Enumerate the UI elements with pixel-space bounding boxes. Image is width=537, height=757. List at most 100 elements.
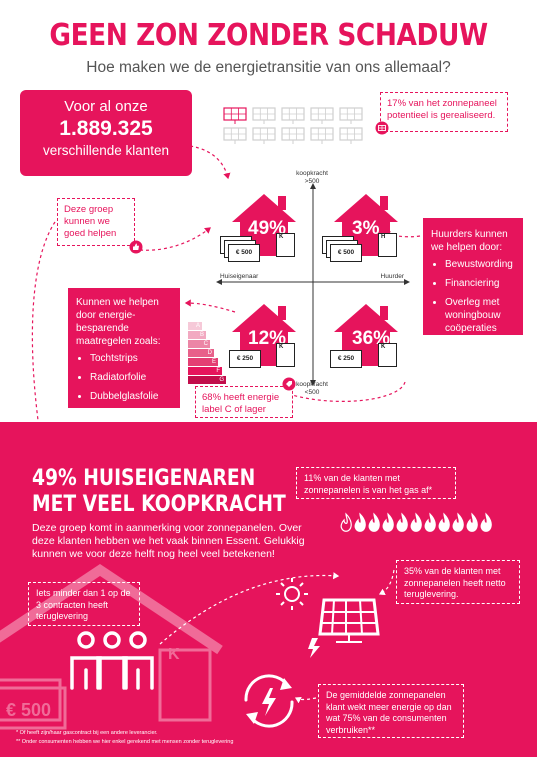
section-title: 49% HUISEIGENAREN MET VEEL KOOPKRACHT bbox=[32, 466, 286, 518]
flame-icon bbox=[438, 512, 450, 532]
energy-production-text: De gemiddelde zonnepanelen klant wekt me… bbox=[326, 690, 452, 735]
people-icon bbox=[70, 631, 154, 690]
bill-stack-renter-high: € 500 bbox=[322, 236, 362, 262]
flame-icon bbox=[480, 512, 492, 532]
background-doc-letter: K bbox=[168, 646, 180, 663]
list-item: Financiering bbox=[445, 277, 515, 290]
solar-panel-icon bbox=[281, 107, 305, 124]
solar-panel-icon bbox=[339, 127, 363, 144]
page-subtitle: Hoe maken we de energietransitie van ons… bbox=[86, 59, 451, 76]
bill-label: € 500 bbox=[228, 244, 260, 262]
list-item: Tochtstrips bbox=[90, 352, 172, 365]
solar-panel-icon bbox=[281, 127, 305, 144]
clients-box: Voor al onze 1.889.325 verschillende kla… bbox=[20, 90, 192, 176]
section-body: Deze groep komt in aanmerking voor zonne… bbox=[32, 522, 305, 560]
energy-label-g: G bbox=[188, 376, 226, 384]
sun-solar-panel-icon bbox=[276, 578, 380, 658]
document-icon: H bbox=[378, 233, 397, 257]
help-group-text: Deze groep kunnen we goed helpen bbox=[64, 204, 117, 239]
clients-line3: verschillende klanten bbox=[42, 143, 170, 158]
list-item: Dubbelglasfolie bbox=[90, 390, 172, 403]
flame-icon bbox=[466, 512, 478, 532]
energy-label-c: C bbox=[188, 340, 210, 348]
flame-icon bbox=[354, 512, 366, 532]
net-return-text: 35% van de klanten met zonnepanelen heef… bbox=[404, 566, 506, 599]
doc-letter: K bbox=[279, 344, 284, 350]
axis-label-right: Huurder bbox=[380, 273, 404, 280]
footnote-1: * Of heeft zijn/haar gascontract bij een… bbox=[16, 730, 158, 736]
solar-potential-text: 17% van het zonnepaneel potentieel is ge… bbox=[387, 98, 497, 121]
gas-note: 11% van de klanten met zonnepanelen is v… bbox=[296, 467, 456, 499]
flame-icons-row bbox=[340, 512, 492, 532]
list-item: Koken op inductie bbox=[90, 409, 172, 422]
energy-cycle-icon bbox=[244, 674, 294, 728]
pct-renter-high: 3% bbox=[352, 218, 380, 239]
section-connector-arrows bbox=[159, 569, 395, 704]
solar-panel-icon bbox=[339, 107, 363, 124]
solar-panel-icon bbox=[223, 127, 247, 144]
energy-label-f: F bbox=[188, 367, 222, 375]
flame-icon bbox=[452, 512, 464, 532]
solar-panel-grid bbox=[223, 107, 363, 144]
list-item: Overleg met woningbouw coöperaties bbox=[445, 296, 515, 335]
document-icon: K bbox=[276, 343, 295, 367]
energy-label-b: B bbox=[188, 331, 206, 339]
connector-arrows bbox=[31, 145, 421, 421]
axis-label-bottom: koopkracht <500 bbox=[296, 381, 328, 396]
gas-note-text: 11% van de klanten met zonnepanelen is v… bbox=[304, 473, 433, 495]
energy-production-note: De gemiddelde zonnepanelen klant wekt me… bbox=[318, 684, 464, 738]
quadrant-axes bbox=[216, 183, 410, 386]
page-title: GEEN ZON ZONDER SCHADUW bbox=[49, 18, 488, 53]
section-title-line2: MET VEEL KOOPKRACHT bbox=[32, 492, 286, 517]
contracts-note-text: Iets minder dan 1 op de 3 contracten hee… bbox=[36, 588, 131, 621]
list-item: Radiatorfolie bbox=[90, 371, 172, 384]
section-title-line1: 49% HUISEIGENAREN bbox=[32, 466, 256, 491]
thumbs-up-icon bbox=[129, 240, 143, 254]
flame-icon bbox=[410, 512, 422, 532]
clients-line1: Voor al onze bbox=[64, 98, 148, 115]
net-return-note: 35% van de klanten met zonnepanelen heef… bbox=[396, 560, 520, 604]
help-group-note: Deze groep kunnen we goed helpen bbox=[57, 198, 135, 246]
bill-owner-low: € 250 bbox=[229, 350, 261, 368]
flame-icon bbox=[424, 512, 436, 532]
solar-panel-icon bbox=[252, 107, 276, 124]
renters-box: Huurders kunnen we helpen door: Bewustwo… bbox=[423, 218, 523, 335]
background-house-graphic bbox=[0, 563, 223, 730]
energy-label-scale: A B C D E F G bbox=[188, 322, 228, 392]
bill-renter-low: € 250 bbox=[330, 350, 362, 368]
axis-label-left: Huiseigenaar bbox=[220, 273, 259, 280]
flame-icon bbox=[396, 512, 408, 532]
flame-off-icon bbox=[340, 512, 352, 532]
flame-icon bbox=[382, 512, 394, 532]
energy-label-e: E bbox=[188, 358, 218, 366]
energy-label-d: D bbox=[188, 349, 214, 357]
solar-panel-icon bbox=[310, 127, 334, 144]
energy-label-note: 68% heeft energie label C of lager bbox=[195, 386, 293, 418]
document-icon: K bbox=[276, 233, 295, 257]
bill-label: € 500 bbox=[330, 244, 362, 262]
saving-measures-box: Kunnen we helpen door energie-besparende… bbox=[68, 288, 180, 421]
document-icon: K bbox=[378, 343, 397, 367]
doc-letter: K bbox=[381, 344, 386, 350]
solar-panel-icon bbox=[223, 107, 247, 124]
flame-icon bbox=[368, 512, 380, 532]
energy-label-a: A bbox=[188, 322, 202, 330]
renters-heading: Huurders kunnen we helpen door: bbox=[431, 229, 508, 253]
doc-letter: K bbox=[279, 234, 284, 240]
solar-panel-icon bbox=[310, 107, 334, 124]
background-bill-text: € 500 bbox=[6, 700, 52, 720]
saving-heading: Kunnen we helpen door energie-besparende… bbox=[76, 297, 161, 347]
bill-stack-owner-high: € 500 bbox=[220, 236, 260, 262]
energy-label-text: 68% heeft energie label C of lager bbox=[202, 392, 280, 415]
doc-letter: H bbox=[381, 234, 386, 240]
clients-count: 1.889.325 bbox=[59, 117, 153, 140]
renters-list: Bewustwording Financiering Overleg met w… bbox=[431, 258, 515, 335]
solar-badge-icon bbox=[375, 121, 389, 135]
solar-potential-note: 17% van het zonnepaneel potentieel is ge… bbox=[380, 92, 508, 132]
list-item: Bewustwording bbox=[445, 258, 515, 271]
footnote-2: ** Onder consumenten hebben we hier enke… bbox=[16, 739, 234, 745]
solar-panel-icon bbox=[252, 127, 276, 144]
tag-icon bbox=[282, 377, 296, 391]
contracts-note: Iets minder dan 1 op de 3 contracten hee… bbox=[28, 582, 140, 626]
saving-list: Tochtstrips Radiatorfolie Dubbelglasfoli… bbox=[76, 352, 172, 422]
